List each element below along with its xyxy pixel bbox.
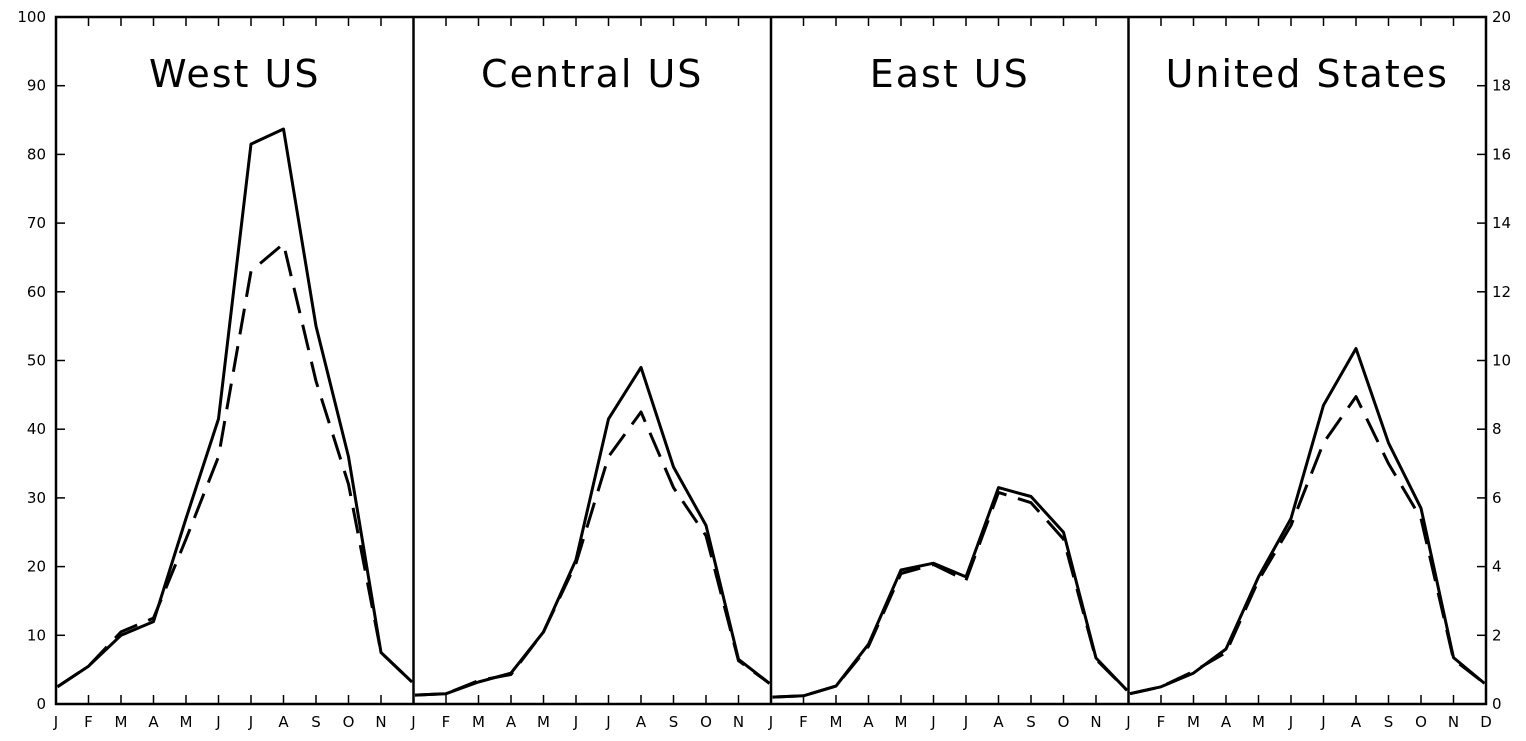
right-y-tick-label: 2: [1492, 626, 1502, 644]
right-y-tick-label: 20: [1492, 8, 1511, 26]
series-line-dashed: [56, 242, 414, 689]
x-tick-label: M: [830, 713, 843, 731]
x-tick-label: J: [768, 713, 773, 731]
panel-title: Central US: [481, 52, 703, 96]
x-tick-label: M: [537, 713, 550, 731]
left-y-tick-label: 0: [36, 695, 46, 713]
left-y-tick-label: 50: [27, 352, 46, 370]
x-tick-label: M: [895, 713, 908, 731]
x-tick-label: J: [248, 713, 253, 731]
x-tick-label: M: [1187, 713, 1200, 731]
x-tick-label: A: [1351, 713, 1362, 731]
axis-ticks: [56, 16, 1486, 705]
x-tick-label: M: [115, 713, 128, 731]
panel-title: West US: [149, 52, 320, 96]
left-y-tick-label: 40: [27, 420, 46, 438]
x-tick-label: O: [343, 713, 355, 731]
series-line-dashed: [414, 410, 771, 697]
panel-title: United States: [1166, 52, 1449, 96]
x-tick-label: M: [180, 713, 193, 731]
x-tick-label: J: [1320, 713, 1325, 731]
series-line-solid: [772, 486, 1129, 699]
left-y-tick-label: 20: [27, 558, 46, 576]
x-tick-label: J: [930, 713, 935, 731]
right-y-tick-label: 4: [1492, 558, 1502, 576]
left-y-tick-label: 90: [27, 77, 46, 95]
x-tick-label: O: [1058, 713, 1070, 731]
x-tick-label: F: [1157, 713, 1166, 731]
right-y-tick-label: 8: [1492, 420, 1502, 438]
right-y-tick-label: 0: [1492, 695, 1502, 713]
x-tick-label: S: [1026, 713, 1036, 731]
x-tick-label: J: [1288, 713, 1293, 731]
right-y-tick-label: 10: [1492, 352, 1511, 370]
x-tick-label: M: [1252, 713, 1265, 731]
plot-frame: [54, 15, 1488, 706]
x-tick-label: A: [278, 713, 289, 731]
x-tick-label: A: [1221, 713, 1232, 731]
series-line-solid: [1129, 347, 1486, 696]
x-tick-label: F: [799, 713, 808, 731]
data-series: [56, 127, 1486, 699]
x-tick-label: O: [700, 713, 712, 731]
left-y-tick-label: 30: [27, 489, 46, 507]
right-y-tick-label: 14: [1492, 214, 1511, 232]
x-tick-label: A: [636, 713, 647, 731]
x-tick-label: J: [573, 713, 578, 731]
left-y-tick-label: 70: [27, 214, 46, 232]
panel-title: East US: [870, 52, 1030, 96]
x-tick-label: O: [1415, 713, 1427, 731]
x-tick-label: N: [1448, 713, 1459, 731]
x-tick-label: A: [863, 713, 874, 731]
left-y-tick-label: 100: [17, 8, 46, 26]
x-tick-label: A: [148, 713, 159, 731]
x-tick-label: J: [963, 713, 968, 731]
series-line-solid: [56, 127, 414, 689]
right-y-tick-label: 16: [1492, 145, 1511, 163]
left-y-tick-label: 10: [27, 626, 46, 644]
x-tick-label: F: [84, 713, 93, 731]
panel-titles: West US Central US East US United States: [149, 52, 1449, 96]
x-tick-label: S: [1384, 713, 1394, 731]
series-line-dashed: [772, 490, 1129, 699]
x-tick-label: J: [410, 713, 415, 731]
x-tick-label: N: [733, 713, 744, 731]
x-tick-label: D: [1480, 713, 1492, 731]
left-y-tick-label: 60: [27, 283, 46, 301]
x-tick-label: J: [1125, 713, 1130, 731]
x-tick-label: J: [215, 713, 220, 731]
x-tick-label: A: [993, 713, 1004, 731]
x-tick-label: F: [442, 713, 451, 731]
right-y-tick-label: 12: [1492, 283, 1511, 301]
series-line-dashed: [1129, 395, 1486, 696]
x-tick-label: A: [506, 713, 517, 731]
x-tick-label: J: [53, 713, 58, 731]
x-tick-label: S: [669, 713, 679, 731]
right-y-tick-label: 18: [1492, 77, 1511, 95]
axis-tick-labels: 0 10 20 30 40 50 60 70 80 90 100 0 2 4 6 8 10 12 14 16 18 20 J…: [17, 8, 1511, 731]
series-line-solid: [414, 365, 771, 697]
x-tick-label: M: [472, 713, 485, 731]
x-tick-label: J: [605, 713, 610, 731]
right-y-tick-label: 6: [1492, 489, 1502, 507]
left-y-tick-label: 80: [27, 145, 46, 163]
x-tick-label: N: [1090, 713, 1101, 731]
x-tick-label: S: [311, 713, 321, 731]
x-tick-label: N: [375, 713, 386, 731]
